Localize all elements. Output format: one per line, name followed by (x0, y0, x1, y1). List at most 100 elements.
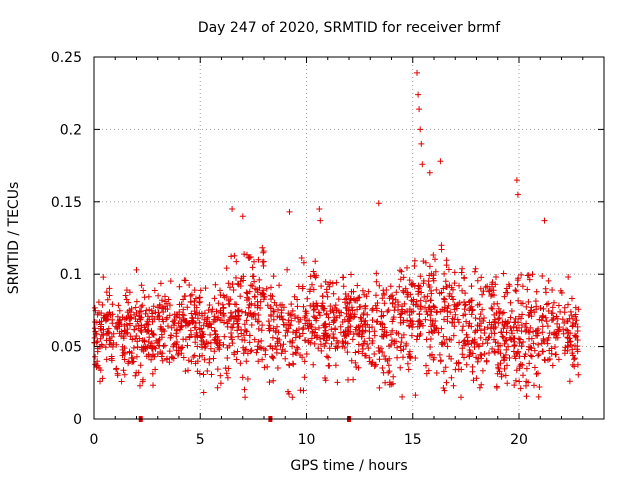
data-point (569, 350, 576, 357)
data-point (517, 385, 524, 392)
data-point (444, 313, 451, 320)
data-point (153, 337, 160, 344)
data-point (119, 343, 126, 350)
data-point (325, 281, 332, 288)
data-point (270, 316, 277, 323)
data-point (145, 321, 152, 328)
data-point (387, 283, 394, 290)
data-point (377, 321, 384, 328)
data-point (211, 328, 218, 335)
data-point (574, 343, 581, 350)
data-point (501, 340, 508, 347)
data-point (446, 353, 453, 360)
data-point (300, 259, 307, 266)
data-point (139, 302, 146, 309)
data-point (285, 317, 292, 324)
data-point (503, 329, 510, 336)
data-point (279, 301, 285, 308)
data-point (535, 341, 542, 348)
data-point (553, 351, 560, 358)
data-point (518, 328, 525, 335)
data-point (538, 317, 545, 324)
data-point (369, 359, 376, 366)
data-point (255, 256, 262, 263)
data-point (417, 273, 424, 280)
data-point (539, 348, 546, 355)
data-point (258, 337, 265, 344)
data-point (145, 351, 152, 358)
data-point (409, 282, 416, 288)
data-point (194, 368, 201, 375)
data-point (476, 301, 483, 308)
data-point (159, 297, 165, 304)
data-point (550, 316, 557, 323)
data-point (514, 281, 521, 288)
data-point (375, 344, 382, 351)
data-point (503, 320, 510, 327)
data-point (524, 286, 531, 293)
data-point (229, 336, 235, 343)
data-point (523, 378, 530, 385)
data-point (348, 271, 354, 278)
data-point (481, 330, 488, 336)
data-point (159, 357, 166, 364)
data-point (234, 348, 241, 355)
data-point (389, 337, 395, 344)
data-point (302, 308, 309, 315)
data-point (571, 356, 577, 363)
data-point (340, 283, 347, 290)
data-point (149, 313, 155, 320)
data-point (251, 336, 258, 343)
data-point (308, 335, 315, 342)
data-point (514, 191, 521, 198)
data-point (287, 322, 294, 329)
data-point (108, 357, 115, 364)
data-point (437, 358, 444, 365)
data-point (239, 374, 246, 381)
data-point (463, 318, 470, 325)
data-point (373, 305, 380, 312)
data-point (334, 379, 341, 386)
data-point (161, 342, 168, 349)
data-point (546, 330, 553, 337)
data-point (138, 329, 145, 335)
data-point (399, 393, 406, 400)
data-point (379, 295, 386, 302)
data-point (350, 331, 357, 338)
data-point (417, 331, 424, 337)
data-point (148, 327, 155, 334)
data-point (323, 289, 330, 296)
data-point (226, 301, 233, 308)
data-point (535, 393, 542, 400)
data-point (418, 140, 425, 147)
data-point (527, 352, 534, 359)
data-point (441, 307, 448, 314)
data-point (501, 365, 508, 372)
data-point (339, 343, 346, 350)
data-point (451, 323, 458, 330)
data-point (326, 345, 333, 352)
data-point (507, 299, 514, 306)
data-point (562, 344, 569, 351)
data-point (93, 339, 100, 346)
data-point (357, 303, 364, 310)
data-point (230, 315, 237, 321)
data-point (170, 355, 177, 362)
data-point (257, 298, 264, 305)
data-point (545, 300, 552, 307)
data-point (413, 298, 420, 305)
data-point (352, 359, 359, 366)
data-point (129, 359, 136, 366)
data-point (362, 305, 369, 312)
data-point (382, 356, 389, 363)
data-point (350, 376, 357, 383)
data-point (486, 334, 493, 340)
data-point (407, 291, 414, 298)
data-point (208, 308, 215, 315)
data-point (412, 355, 419, 361)
data-point (251, 258, 257, 265)
plot-frame (93, 56, 605, 420)
data-point (541, 217, 548, 224)
data-point (559, 316, 566, 323)
data-point (478, 381, 485, 388)
